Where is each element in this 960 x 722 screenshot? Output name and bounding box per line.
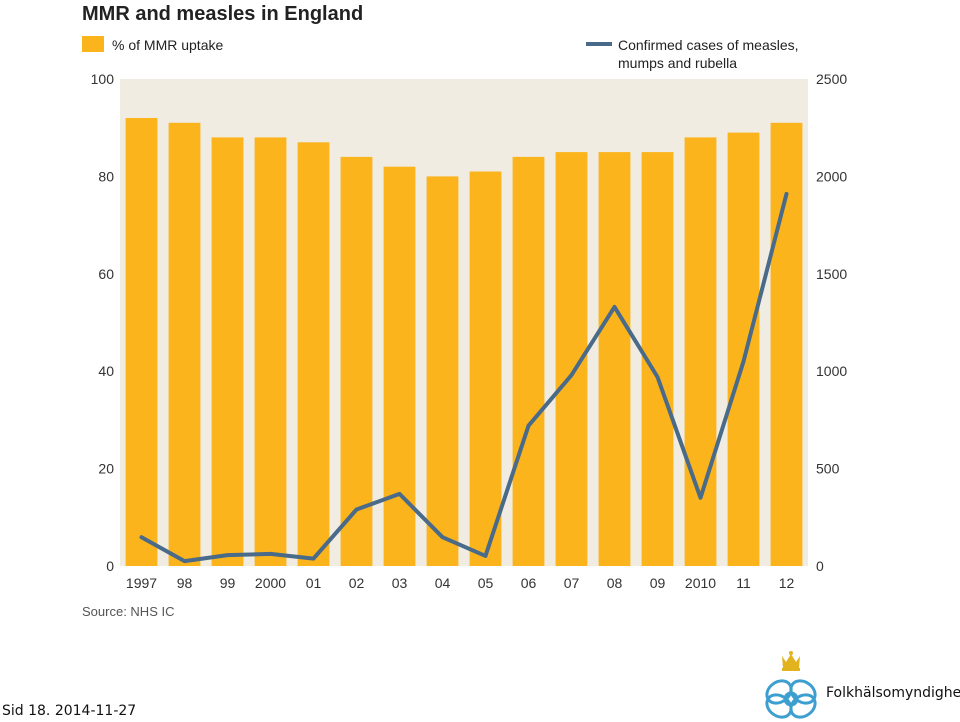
x-tick-label: 04	[435, 575, 451, 591]
bar-05	[469, 171, 502, 566]
x-tick-label: 2010	[685, 575, 716, 591]
x-tick-label: 01	[306, 575, 322, 591]
left-tick-label: 40	[98, 363, 114, 379]
source-note: Source: NHS IC	[82, 604, 174, 619]
left-tick-label: 80	[98, 168, 114, 184]
bar-2000	[254, 137, 287, 566]
x-tick-label: 12	[779, 575, 795, 591]
chart: MMR and measles in England % of MMR upta…	[82, 3, 847, 619]
left-tick-label: 100	[91, 71, 115, 87]
x-tick-label: 98	[177, 575, 193, 591]
bar-98	[168, 122, 201, 567]
bar-02	[340, 156, 373, 566]
chart-title: MMR and measles in England	[82, 3, 363, 25]
legend: % of MMR uptake Confirmed cases of measl…	[82, 36, 799, 71]
bar-01	[297, 142, 330, 567]
cases-point-2010	[699, 496, 702, 500]
right-tick-label: 0	[816, 558, 824, 574]
cases-point-98	[183, 559, 186, 563]
right-tick-label: 1000	[816, 363, 847, 379]
x-axis: 1997 98 99 2000 01 02 03 04 05 06 07 08 09 2010 11 12	[126, 575, 795, 591]
cases-point-2000	[269, 552, 272, 556]
left-axis: 100 80 60 40 20 0	[91, 71, 115, 574]
cases-point-04	[441, 535, 444, 539]
cases-point-11	[742, 360, 745, 363]
bar-04	[426, 176, 459, 566]
bar-2010	[684, 137, 717, 566]
cases-point-06	[527, 424, 530, 428]
bar-06	[512, 156, 545, 566]
left-tick-label: 20	[98, 461, 114, 477]
x-tick-label: 2000	[255, 575, 286, 591]
cases-point-02	[355, 508, 358, 511]
right-tick-label: 2500	[816, 71, 847, 87]
slide-info: Sid 18. 2014-11-27	[2, 703, 137, 719]
legend-swatch-uptake	[82, 36, 104, 52]
right-tick-label: 1500	[816, 266, 847, 282]
right-tick-label: 500	[816, 461, 840, 477]
legend-label-cases-2: mumps and rubella	[618, 55, 737, 71]
x-tick-label: 99	[220, 575, 236, 591]
x-tick-label: 08	[607, 575, 623, 591]
x-tick-label: 02	[349, 575, 365, 591]
cases-point-03	[398, 492, 401, 496]
organization-name: Folkhälsomyndigheten	[826, 685, 960, 701]
x-tick-label: 1997	[126, 575, 157, 591]
bar-99	[211, 137, 244, 566]
x-tick-label: 11	[736, 575, 751, 591]
legend-label-uptake: % of MMR uptake	[112, 37, 223, 53]
legend-label-cases-1: Confirmed cases of measles,	[618, 37, 799, 53]
cases-point-09	[656, 375, 659, 379]
right-axis: 2500 2000 1500 1000 500 0	[816, 71, 847, 574]
cases-point-08	[613, 305, 616, 309]
bar-12	[770, 122, 803, 567]
x-tick-label: 09	[650, 575, 666, 591]
bar-1997	[125, 118, 158, 566]
cases-point-1997	[140, 535, 143, 539]
bar-11	[727, 132, 760, 566]
bar-08	[598, 152, 631, 566]
folkhalsomyndigheten-logo	[765, 651, 817, 719]
left-tick-label: 60	[98, 266, 114, 282]
x-tick-label: 06	[521, 575, 537, 591]
right-tick-label: 2000	[816, 168, 847, 184]
left-tick-label: 0	[106, 558, 114, 574]
cases-point-07	[570, 373, 573, 377]
cases-line	[139, 191, 789, 564]
x-tick-label: 03	[392, 575, 408, 591]
cases-point-99	[226, 553, 229, 557]
cases-point-01	[312, 557, 315, 561]
cases-point-12	[785, 192, 788, 196]
x-tick-label: 05	[478, 575, 494, 591]
cases-point-05	[484, 554, 487, 558]
x-tick-label: 07	[564, 575, 580, 591]
line-series-cases	[139, 191, 789, 564]
